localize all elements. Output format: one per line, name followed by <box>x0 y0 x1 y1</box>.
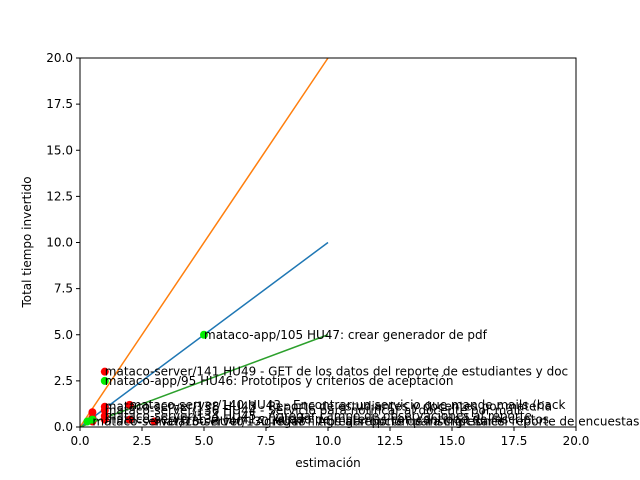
x-tick-label: 17.5 <box>501 434 528 448</box>
point-label: mataco-server/138 HU43 - Reporte de estu… <box>105 400 552 414</box>
y-tick-label: 15.0 <box>46 143 73 157</box>
scatter-point <box>83 417 92 426</box>
point-label: mataco-app/105 HU47: crear generador de … <box>204 328 488 342</box>
scatter-point <box>88 408 97 417</box>
point-label: mataco-server/132 HU41 - Listado de mate… <box>105 413 549 427</box>
x-tick-label: 20.0 <box>563 434 590 448</box>
series-line-3 <box>79 334 329 428</box>
y-tick-label: 5.0 <box>54 328 73 342</box>
scatter-points <box>83 330 208 426</box>
scatter-point <box>125 400 134 409</box>
point-label: mataco-server/140 HU43 - Encontrar un se… <box>130 398 566 412</box>
y-tick-label: 0.0 <box>54 420 73 434</box>
y-axis-label: Total tiempo invertido <box>20 176 34 308</box>
point-label: mataco-server/130 HU40 - Agregar filtros… <box>92 414 504 428</box>
y-tick-label: 20.0 <box>46 51 73 65</box>
x-tick-label: 2.5 <box>132 434 151 448</box>
y-tick-label: 17.5 <box>46 97 73 111</box>
scatter-point <box>100 376 109 385</box>
x-axis-label: estimación <box>295 456 361 470</box>
y-tick-label: 12.5 <box>46 189 73 203</box>
point-label: mataco-server/130 HU48 - Agregar opción … <box>154 414 639 428</box>
point-label: mataco-app/95 HU46: Prototipos y criteri… <box>105 374 454 388</box>
point-label: mataco-server/136 HU44 - Servicio para n… <box>105 403 521 417</box>
x-tick-label: 10.0 <box>315 434 342 448</box>
scatter-point <box>100 367 109 376</box>
scatter-point <box>200 330 208 339</box>
point-label: mataco-server/141 HU49 - GET de los dato… <box>105 365 568 379</box>
scatter-point <box>100 415 109 424</box>
point-labels: mataco-app/105 HU47: crear generador de … <box>92 328 639 429</box>
x-tick-label: 12.5 <box>377 434 404 448</box>
x-tick-label: 5.0 <box>194 434 213 448</box>
y-axis-ticks: 0.0 2.5 5.0 7.5 10.0 12.5 15.0 17.5 20.0 <box>46 51 80 434</box>
x-tick-label: 7.5 <box>256 434 275 448</box>
series-line-2 <box>79 57 329 428</box>
scatter-point <box>150 417 159 426</box>
y-tick-label: 10.0 <box>46 236 73 250</box>
y-tick-label: 2.5 <box>54 374 73 388</box>
scatter-point <box>100 406 109 415</box>
x-axis-ticks: 0.0 2.5 5.0 7.5 10.0 12.5 15.0 17.5 20.0 <box>70 427 589 448</box>
y-tick-label: 7.5 <box>54 282 73 296</box>
point-label: mataco-server/134 HU45 - Agregar campo d… <box>105 409 532 423</box>
x-tick-label: 15.0 <box>439 434 466 448</box>
scatter-point <box>125 415 134 424</box>
x-tick-label: 0.0 <box>70 434 89 448</box>
